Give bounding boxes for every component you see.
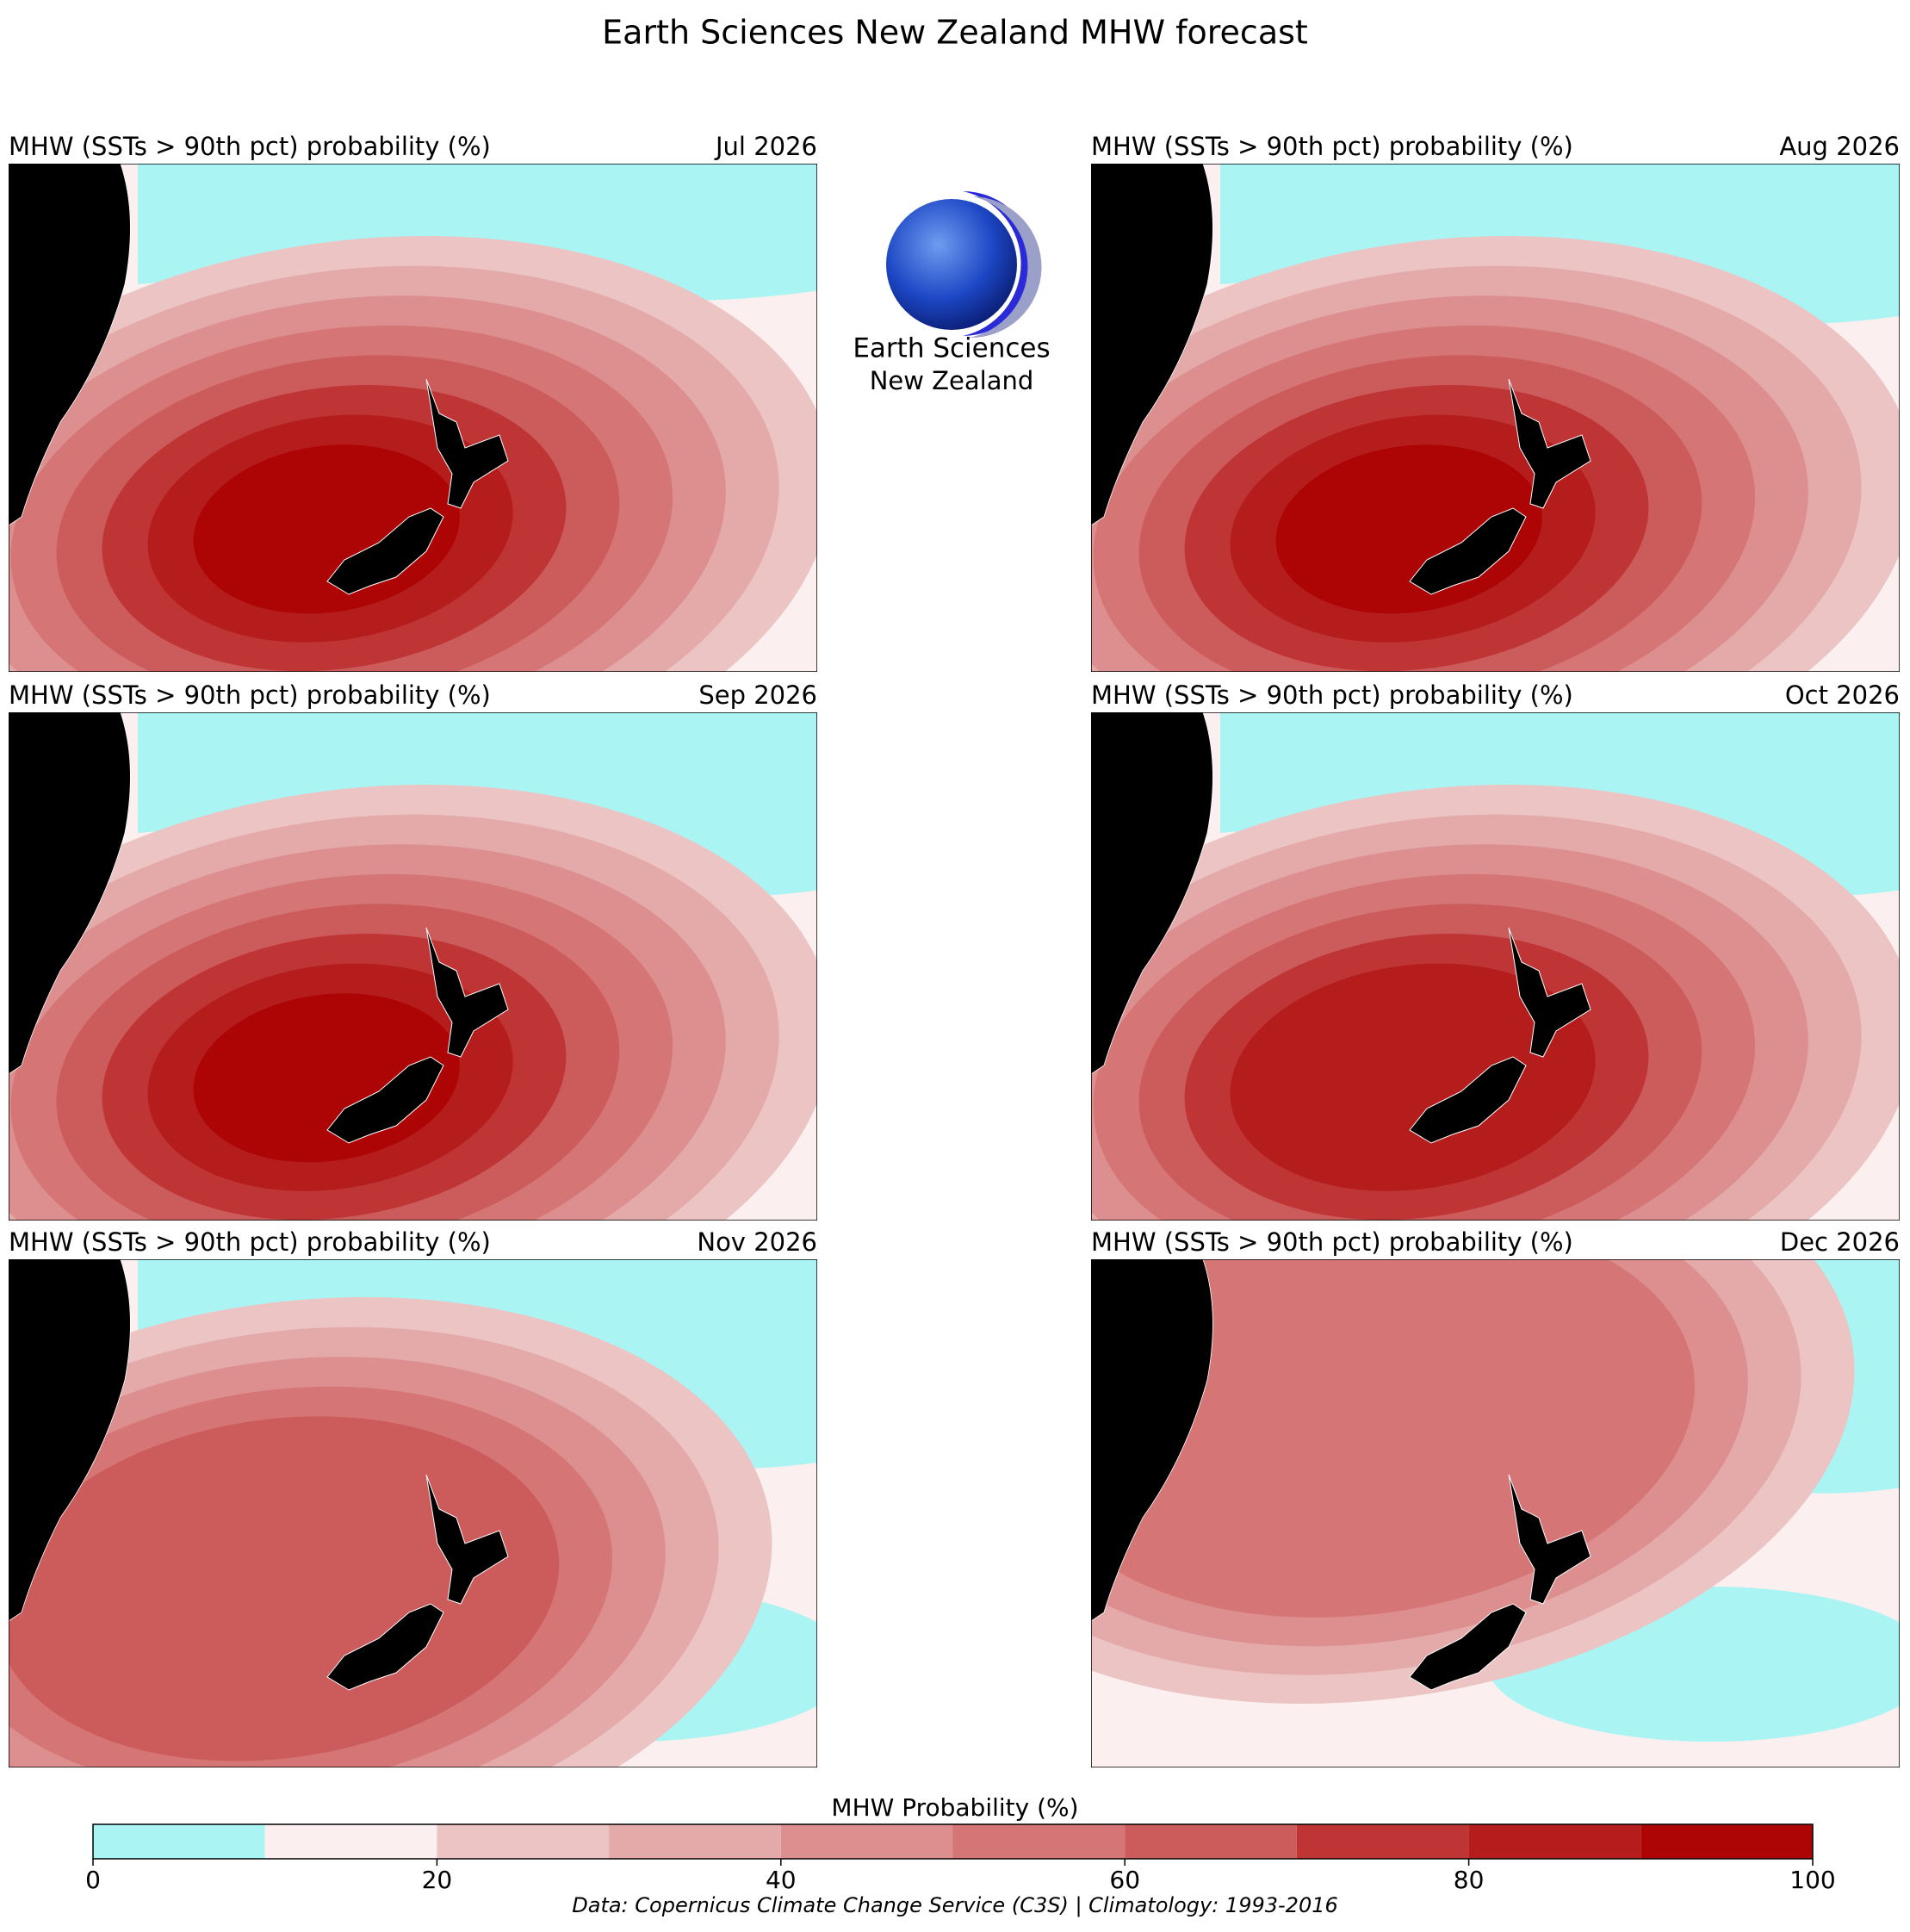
colorbar-segment (1296, 1824, 1469, 1859)
heat-region (9, 1416, 560, 1761)
colorbar-segment (1125, 1824, 1297, 1859)
panel-title: MHW (SSTs > 90th pct) probability (%) (9, 132, 491, 161)
panel-date: Nov 2026 (697, 1227, 817, 1257)
panel-date: Sep 2026 (698, 680, 817, 710)
panel-date: Dec 2026 (1780, 1227, 1900, 1257)
colorbar-tick-label: 20 (422, 1866, 453, 1894)
footer: Data: Copernicus Climate Change Service … (572, 1893, 1338, 1917)
panel-title: MHW (SSTs > 90th pct) probability (%) (1091, 1227, 1573, 1257)
panel-date: Jul 2026 (714, 132, 817, 161)
land-south-island (326, 507, 444, 595)
land-north-island (1508, 378, 1591, 509)
colorbar-segment (780, 1824, 953, 1859)
heat-region (1230, 963, 1596, 1191)
land-australia (9, 712, 131, 1075)
land-australia (1091, 164, 1213, 526)
map (9, 712, 817, 1221)
cool-region (138, 164, 817, 301)
land-south-island (1409, 1603, 1527, 1691)
colorbar-segment (1640, 1824, 1813, 1859)
colorbar-segment (609, 1824, 781, 1859)
figure-title: Earth Sciences New Zealand MHW forecast (602, 14, 1308, 52)
panel-title: MHW (SSTs > 90th pct) probability (%) (9, 1227, 491, 1257)
logo-text: Earth Sciences (853, 333, 1050, 364)
map (1091, 712, 1900, 1221)
logo-arc (969, 196, 1042, 339)
panel-title: MHW (SSTs > 90th pct) probability (%) (1091, 680, 1573, 710)
colorbar-segment (93, 1824, 265, 1859)
logo-globe (886, 199, 1017, 330)
panel-title: MHW (SSTs > 90th pct) probability (%) (1091, 132, 1573, 161)
logo-text: New Zealand (870, 366, 1034, 395)
colorbar-segment (952, 1824, 1126, 1859)
land-north-island (425, 927, 509, 1058)
map (1091, 164, 1900, 672)
colorbar-label: MHW Probability (%) (831, 1793, 1078, 1822)
map (9, 164, 817, 672)
map (9, 1259, 817, 1767)
panel-title: MHW (SSTs > 90th pct) probability (%) (9, 680, 491, 710)
colorbar-segment (1468, 1824, 1641, 1859)
land-north-island (425, 1474, 509, 1605)
colorbar-tick-label: 60 (1109, 1866, 1140, 1894)
panels: MHW (SSTs > 90th pct) probability (%) Jul… (9, 132, 1900, 1767)
land-south-island (326, 1056, 444, 1144)
land-north-island (1508, 927, 1591, 1058)
land-australia (9, 164, 131, 526)
land-south-island (1409, 507, 1527, 595)
colorbar-frame (92, 1823, 1814, 1860)
colorbar-tick-label: 40 (766, 1866, 797, 1894)
colorbar-tick-label: 0 (85, 1866, 101, 1894)
map (1091, 1259, 1900, 1767)
land-north-island (1508, 1474, 1591, 1605)
colorbar-tick-label: 80 (1454, 1866, 1485, 1894)
land-australia (9, 1259, 131, 1622)
colorbar-tick-label: 100 (1789, 1866, 1835, 1894)
land-north-island (425, 378, 509, 509)
land-australia (1091, 1259, 1213, 1622)
colorbar: MHW Probability (%) 0 20 40 60 80 100 (85, 1793, 1836, 1894)
colorbar-segment (437, 1824, 610, 1859)
land-south-island (1409, 1056, 1527, 1144)
land-south-island (326, 1603, 444, 1691)
colorbar-segment (264, 1824, 437, 1859)
panel-date: Oct 2026 (1785, 680, 1900, 710)
land-australia (1091, 712, 1213, 1075)
logo: Earth Sciences New Zealand (853, 191, 1051, 395)
panel-date: Aug 2026 (1779, 132, 1900, 161)
